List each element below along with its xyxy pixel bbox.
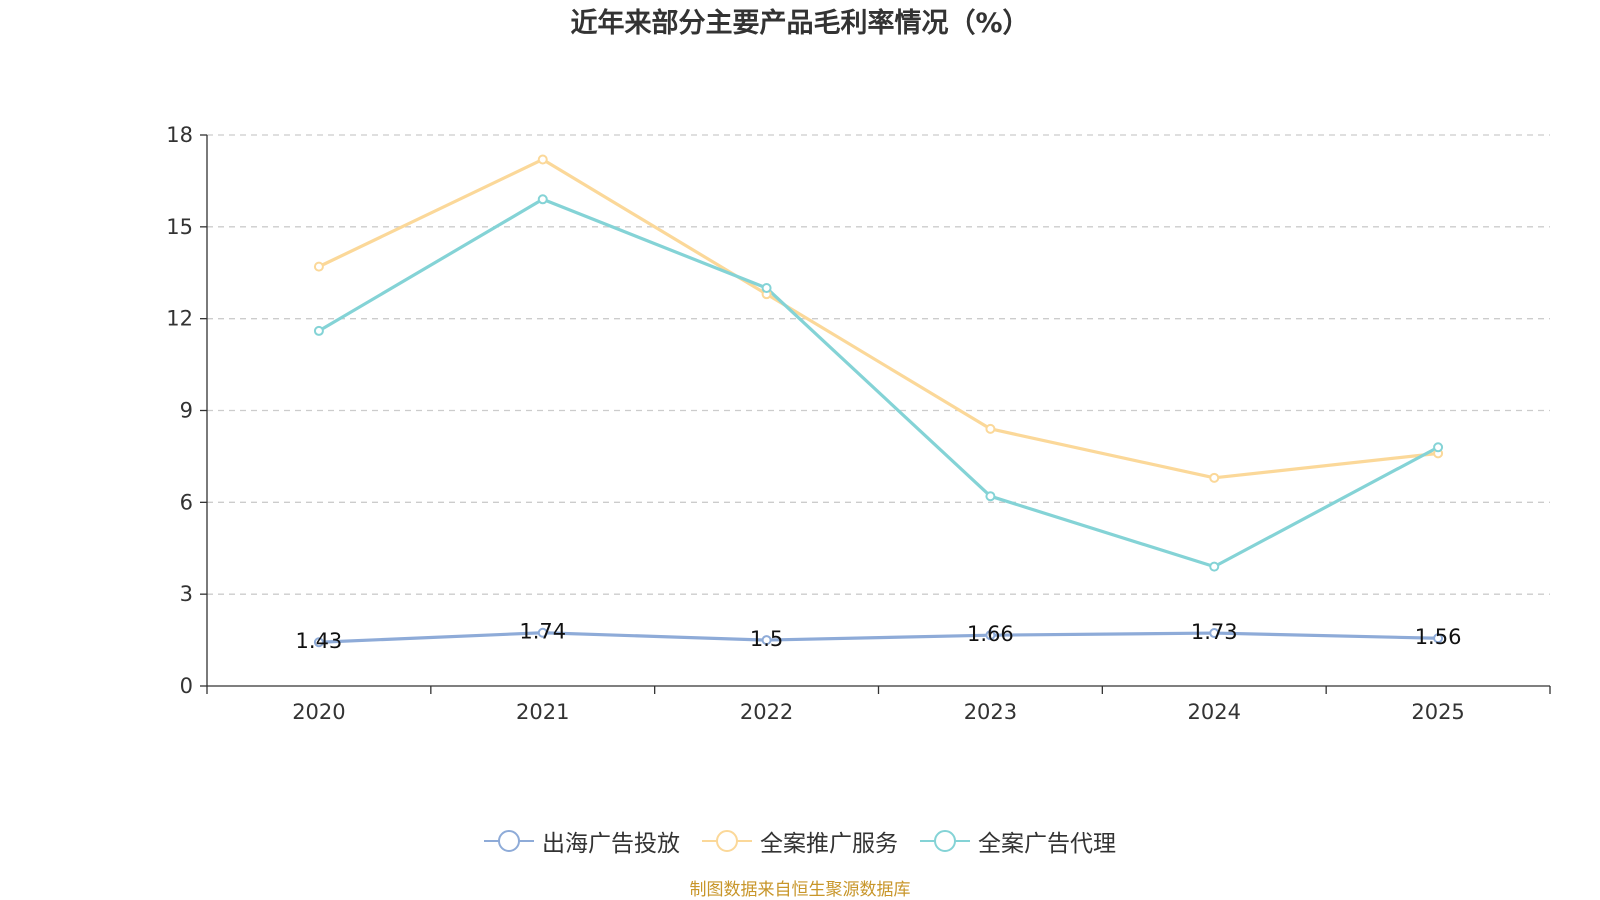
data-point bbox=[1209, 472, 1220, 483]
x-tick-label: 2023 bbox=[964, 700, 1017, 724]
data-label: 1.5 bbox=[750, 627, 783, 651]
x-tick-label: 2024 bbox=[1188, 700, 1241, 724]
legend-line-circle-icon bbox=[484, 830, 534, 852]
x-tick-label: 2021 bbox=[516, 700, 569, 724]
legend: 出海广告投放 全案推广服务 全案广告代理 bbox=[0, 824, 1600, 858]
series-line bbox=[317, 157, 1440, 480]
data-point bbox=[313, 261, 324, 272]
x-tick-label: 2022 bbox=[740, 700, 793, 724]
legend-item-series-1[interactable]: 全案推广服务 bbox=[702, 824, 898, 858]
data-label: 1.73 bbox=[1191, 620, 1238, 644]
data-point bbox=[985, 423, 996, 434]
y-tick-label: 12 bbox=[166, 307, 193, 331]
data-point bbox=[1209, 628, 1220, 639]
y-tick-label: 15 bbox=[166, 215, 193, 239]
legend-line-circle-icon bbox=[702, 830, 752, 852]
data-point bbox=[537, 194, 548, 205]
legend-label: 出海广告投放 bbox=[542, 831, 680, 857]
legend-item-series-2[interactable]: 全案广告代理 bbox=[920, 824, 1116, 858]
data-label: 1.66 bbox=[967, 622, 1014, 646]
data-point bbox=[761, 635, 772, 646]
data-label: 1.56 bbox=[1415, 625, 1462, 649]
legend-label: 全案推广服务 bbox=[760, 831, 898, 857]
y-tick-label: 3 bbox=[180, 582, 193, 606]
chart-title: 近年来部分主要产品毛利率情况（%） bbox=[570, 8, 1030, 39]
y-tick-label: 6 bbox=[180, 490, 193, 514]
data-point bbox=[1433, 442, 1444, 453]
y-tick-label: 9 bbox=[180, 399, 193, 423]
data-point bbox=[537, 154, 548, 165]
series-line bbox=[317, 197, 1440, 569]
x-tick-label: 2025 bbox=[1411, 700, 1464, 724]
data-point bbox=[313, 325, 324, 336]
data-label: 1.74 bbox=[519, 620, 566, 644]
x-tick-label: 2020 bbox=[292, 700, 345, 724]
data-point bbox=[985, 630, 996, 641]
series-line bbox=[317, 631, 1440, 644]
data-point bbox=[313, 637, 324, 648]
y-tick-label: 0 bbox=[180, 674, 193, 698]
data-point bbox=[985, 491, 996, 502]
y-tick-label: 18 bbox=[166, 123, 193, 147]
data-point bbox=[1433, 633, 1444, 644]
source-note: 制图数据来自恒生聚源数据库 bbox=[689, 880, 911, 900]
data-point bbox=[761, 283, 772, 294]
data-point bbox=[537, 627, 548, 638]
legend-line-circle-icon bbox=[920, 830, 970, 852]
legend-label: 全案广告代理 bbox=[978, 831, 1116, 857]
legend-item-series-0[interactable]: 出海广告投放 bbox=[484, 824, 680, 858]
data-point bbox=[1209, 561, 1220, 572]
data-label: 1.43 bbox=[296, 629, 343, 653]
